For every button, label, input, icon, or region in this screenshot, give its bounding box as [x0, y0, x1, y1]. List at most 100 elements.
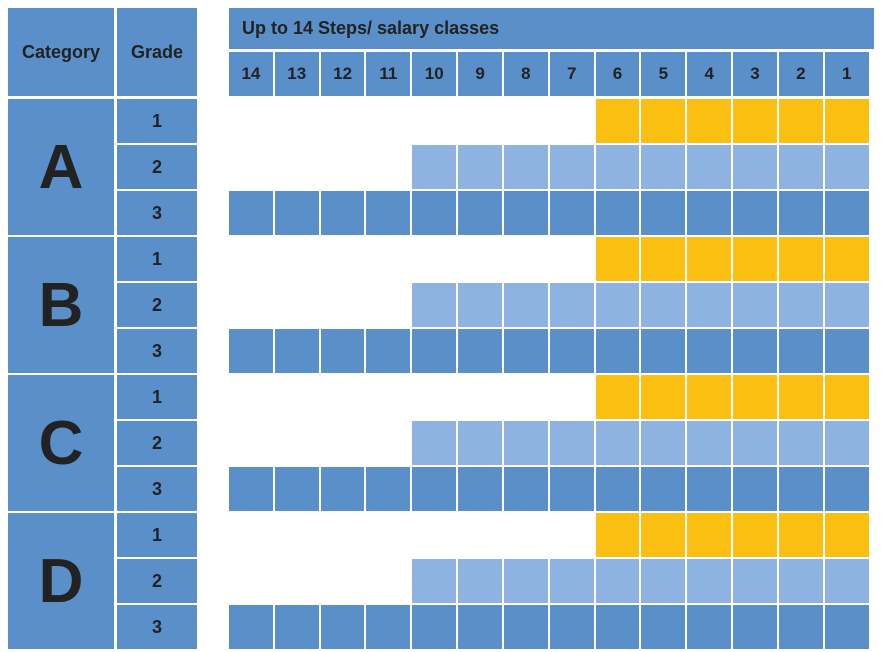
step-cell [412, 559, 457, 603]
step-header-3: 3 [733, 52, 777, 96]
step-header-10: 10 [412, 52, 457, 96]
grade-cell: 3 [117, 467, 197, 511]
step-cell [641, 99, 686, 143]
step-cell [595, 329, 640, 373]
category-c: C [8, 375, 114, 511]
step-cell [458, 191, 502, 235]
step-cell [412, 283, 457, 327]
step-cell [549, 421, 594, 465]
step-cell [641, 283, 686, 327]
step-cell [733, 145, 777, 189]
step-cell [503, 283, 548, 327]
step-cell [458, 145, 502, 189]
step-cell [458, 329, 502, 373]
grade-cell: 1 [117, 237, 197, 281]
step-header-1: 1 [824, 52, 869, 96]
step-cell [733, 283, 777, 327]
step-cell [733, 467, 777, 511]
category-d: D [8, 513, 114, 649]
step-cell [412, 421, 457, 465]
step-cell [687, 513, 732, 557]
step-cell [733, 237, 777, 281]
step-cell [229, 191, 273, 235]
step-cell [824, 421, 869, 465]
grade-cell: 1 [117, 513, 197, 557]
grade-cell: 1 [117, 99, 197, 143]
step-cell [733, 375, 777, 419]
step-cell [824, 559, 869, 603]
step-cell [412, 145, 457, 189]
step-cell [595, 145, 640, 189]
step-header-7: 7 [549, 52, 594, 96]
step-cell [778, 191, 823, 235]
step-cell [687, 145, 732, 189]
steps-title: Up to 14 Steps/ salary classes [229, 8, 874, 49]
grade-cell: 3 [117, 329, 197, 373]
step-cell [229, 329, 273, 373]
step-cell [687, 421, 732, 465]
step-cell [687, 329, 732, 373]
step-cell [824, 237, 869, 281]
step-cell [458, 283, 502, 327]
step-cell [595, 605, 640, 649]
step-cell [641, 145, 686, 189]
grade-cell: 2 [117, 283, 197, 327]
step-cell [595, 467, 640, 511]
step-header-8: 8 [503, 52, 548, 96]
step-cell [687, 605, 732, 649]
step-cell [320, 329, 365, 373]
step-cell [229, 605, 273, 649]
step-cell [595, 421, 640, 465]
step-cell [458, 421, 502, 465]
step-cell [778, 467, 823, 511]
category-a: A [8, 99, 114, 235]
step-cell [595, 99, 640, 143]
step-cell [458, 605, 502, 649]
step-cell [412, 191, 457, 235]
step-cell [549, 605, 594, 649]
step-cell [733, 329, 777, 373]
step-cell [503, 605, 548, 649]
step-cell [274, 605, 319, 649]
step-cell [503, 191, 548, 235]
step-cell [412, 467, 457, 511]
step-header-14: 14 [229, 52, 273, 96]
step-cell [687, 283, 732, 327]
step-cell [412, 329, 457, 373]
step-cell [549, 559, 594, 603]
step-cell [687, 237, 732, 281]
step-cell [503, 421, 548, 465]
step-cell [733, 559, 777, 603]
step-cell [641, 191, 686, 235]
step-cell [366, 605, 411, 649]
step-cell [503, 467, 548, 511]
step-cell [503, 329, 548, 373]
step-cell [641, 421, 686, 465]
step-cell [824, 375, 869, 419]
step-cell [595, 375, 640, 419]
step-cell [733, 513, 777, 557]
grade-header: Grade [117, 8, 197, 96]
step-cell [824, 191, 869, 235]
step-cell [229, 467, 273, 511]
step-cell [824, 145, 869, 189]
step-cell [549, 329, 594, 373]
step-cell [778, 283, 823, 327]
grade-cell: 3 [117, 605, 197, 649]
grade-cell: 2 [117, 145, 197, 189]
step-cell [274, 191, 319, 235]
step-cell [549, 283, 594, 327]
step-header-13: 13 [274, 52, 319, 96]
step-cell [595, 513, 640, 557]
step-cell [778, 237, 823, 281]
step-cell [778, 559, 823, 603]
step-cell [274, 467, 319, 511]
step-cell [549, 467, 594, 511]
step-cell [778, 513, 823, 557]
step-cell [687, 559, 732, 603]
step-header-5: 5 [641, 52, 686, 96]
step-cell [824, 605, 869, 649]
step-cell [549, 145, 594, 189]
category-header: Category [8, 8, 114, 96]
step-cell [687, 375, 732, 419]
